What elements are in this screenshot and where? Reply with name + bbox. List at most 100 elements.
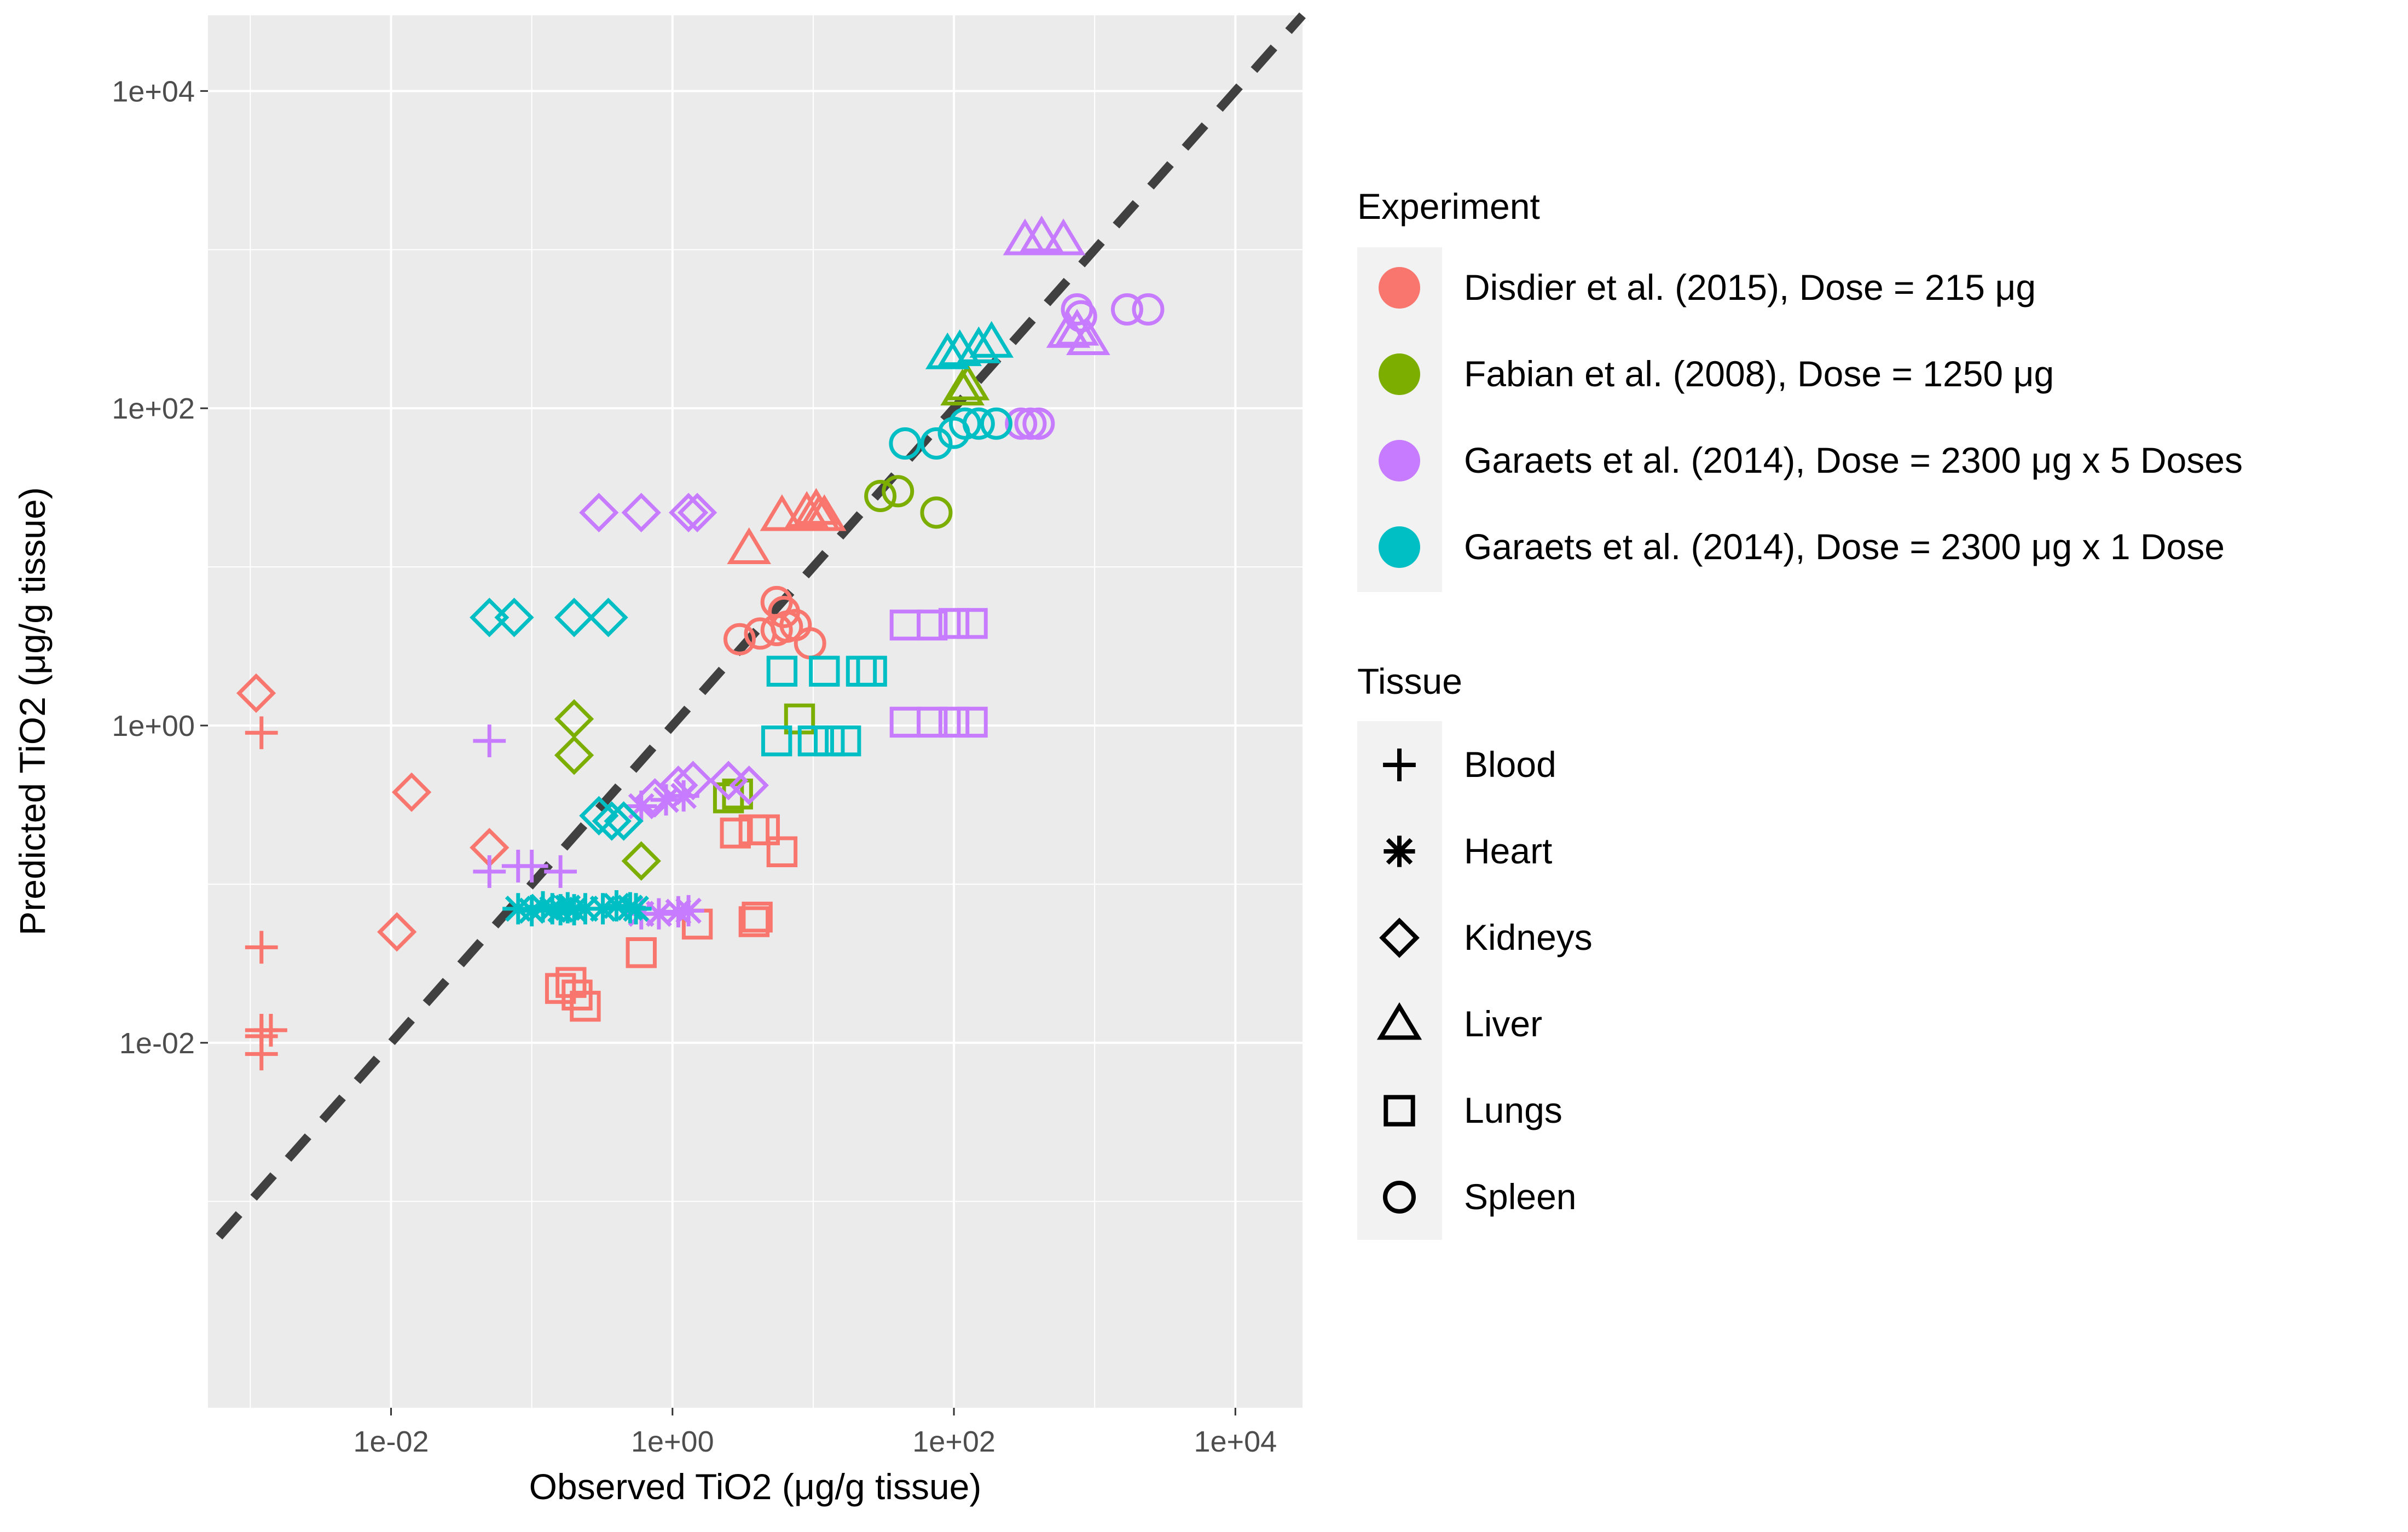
data-point-blood — [245, 931, 278, 964]
data-point-spleen — [920, 427, 953, 460]
data-point-lungs — [938, 608, 970, 639]
legend-experiment-label: Disdier et al. (2015), Dose = 215 μg — [1464, 267, 2036, 307]
data-point-spleen — [1110, 293, 1143, 326]
legend-tissue-key-bg — [1357, 721, 1442, 1240]
data-point-lungs — [738, 906, 770, 937]
data-point-blood — [245, 716, 278, 750]
legend-tissue-label: Spleen — [1464, 1176, 1577, 1217]
legend-liver-icon — [1376, 1002, 1422, 1040]
data-point-lungs — [562, 979, 593, 1011]
legend-experiment-title: Experiment — [1357, 186, 1540, 227]
data-points — [236, 215, 1165, 1071]
data-point-liver — [1066, 318, 1110, 355]
data-point-liver — [760, 494, 804, 531]
data-point-blood — [245, 1037, 278, 1071]
data-point-lungs — [917, 706, 948, 738]
data-point-liver — [1003, 218, 1047, 256]
legend-tissue-label: Heart — [1464, 831, 1552, 871]
data-point-heart — [620, 893, 652, 925]
legend-tissue-label: Blood — [1464, 744, 1556, 785]
legend-experiment-label: Garaets et al. (2014), Dose = 2300 μg x … — [1464, 526, 2225, 567]
data-point-spleen — [882, 475, 914, 508]
legend-tissue-title: Tissue — [1357, 661, 1462, 701]
legend-experiment-swatch — [1379, 353, 1420, 395]
data-point-lungs — [570, 990, 601, 1022]
data-point-blood — [473, 855, 506, 888]
data-point-kidneys — [377, 912, 417, 952]
data-point-lungs — [761, 725, 792, 757]
data-point-kidneys — [579, 492, 619, 532]
data-point-heart — [673, 895, 704, 927]
data-point-lungs — [809, 655, 840, 687]
data-point-liver — [925, 332, 970, 369]
data-point-lungs — [957, 706, 988, 738]
plot-panel — [208, 15, 1303, 1408]
data-point-spleen — [1132, 293, 1165, 326]
legend-tissue-label: Lungs — [1464, 1090, 1562, 1130]
data-point-spleen — [1022, 407, 1055, 440]
legend-experiment-label: Garaets et al. (2014), Dose = 2300 μg x … — [1464, 440, 2243, 480]
y-axis-title: Predicted TiO2 (μg/g tissue) — [12, 487, 53, 935]
data-point-liver — [727, 527, 771, 564]
legend-tissue-label: Liver — [1464, 1003, 1542, 1044]
legend-experiment-swatch — [1379, 526, 1420, 568]
data-point-kidneys — [554, 597, 594, 637]
data-point-spleen — [723, 623, 756, 655]
identity-reference-line — [216, 12, 1306, 1240]
x-tick-label: 1e+00 — [631, 1425, 714, 1458]
data-point-blood — [473, 724, 506, 758]
data-point-lungs — [749, 814, 780, 845]
data-point-spleen — [962, 407, 995, 440]
data-point-spleen — [1064, 300, 1097, 333]
x-axis-title: Observed TiO2 (μg/g tissue) — [529, 1466, 982, 1507]
data-point-spleen — [920, 496, 953, 529]
data-point-lungs — [720, 817, 751, 849]
data-point-kidneys — [592, 801, 632, 841]
data-point-lungs — [917, 610, 948, 641]
data-point-spleen — [889, 427, 922, 460]
data-point-lungs — [797, 725, 829, 757]
data-point-lungs — [856, 655, 887, 687]
data-point-blood — [544, 855, 577, 888]
data-point-lungs — [766, 836, 798, 867]
data-point-liver — [1020, 215, 1064, 253]
major-gridlines — [208, 15, 1303, 1408]
y-tick-label: 1e+02 — [112, 392, 195, 425]
data-point-spleen — [1014, 407, 1047, 440]
data-point-lungs — [742, 901, 773, 933]
data-point-kidneys — [604, 801, 644, 841]
data-point-lungs — [626, 937, 657, 968]
data-point-blood — [515, 850, 548, 883]
data-point-kidneys — [579, 796, 619, 836]
data-point-kidneys — [494, 597, 534, 637]
data-point-spleen — [980, 407, 1012, 440]
data-point-spleen — [864, 479, 897, 512]
data-point-kidneys — [391, 772, 432, 813]
legend-experiment-keys — [1379, 267, 1420, 568]
legend-lungs-icon — [1384, 1095, 1415, 1127]
identity-line — [216, 12, 1306, 1240]
legend-spleen-icon — [1383, 1181, 1416, 1214]
data-point-lungs — [545, 973, 576, 1004]
data-point-kidneys — [554, 735, 594, 775]
data-point-lungs — [814, 725, 845, 757]
data-point-liver — [802, 494, 847, 531]
data-point-spleen — [1005, 407, 1038, 440]
legend-experiment-swatch — [1379, 267, 1420, 309]
y-tick-label: 1e+04 — [112, 75, 195, 108]
data-point-kidneys — [677, 492, 717, 532]
data-point-kidneys — [621, 492, 661, 532]
legend-heart-icon — [1384, 835, 1415, 867]
data-point-kidneys — [658, 765, 698, 805]
legend-experiment-swatch — [1379, 440, 1420, 481]
legend-experiment-label: Fabian et al. (2008), Dose = 1250 μg — [1464, 353, 2054, 394]
data-point-lungs — [957, 608, 988, 639]
data-point-spleen — [760, 613, 793, 646]
data-point-liver — [945, 363, 990, 401]
x-tick-label: 1e+02 — [912, 1425, 995, 1458]
x-tick-label: 1e+04 — [1194, 1425, 1277, 1458]
data-point-kidneys — [236, 673, 276, 713]
y-tick-label: 1e-02 — [119, 1027, 195, 1060]
data-point-kidneys — [729, 765, 769, 805]
